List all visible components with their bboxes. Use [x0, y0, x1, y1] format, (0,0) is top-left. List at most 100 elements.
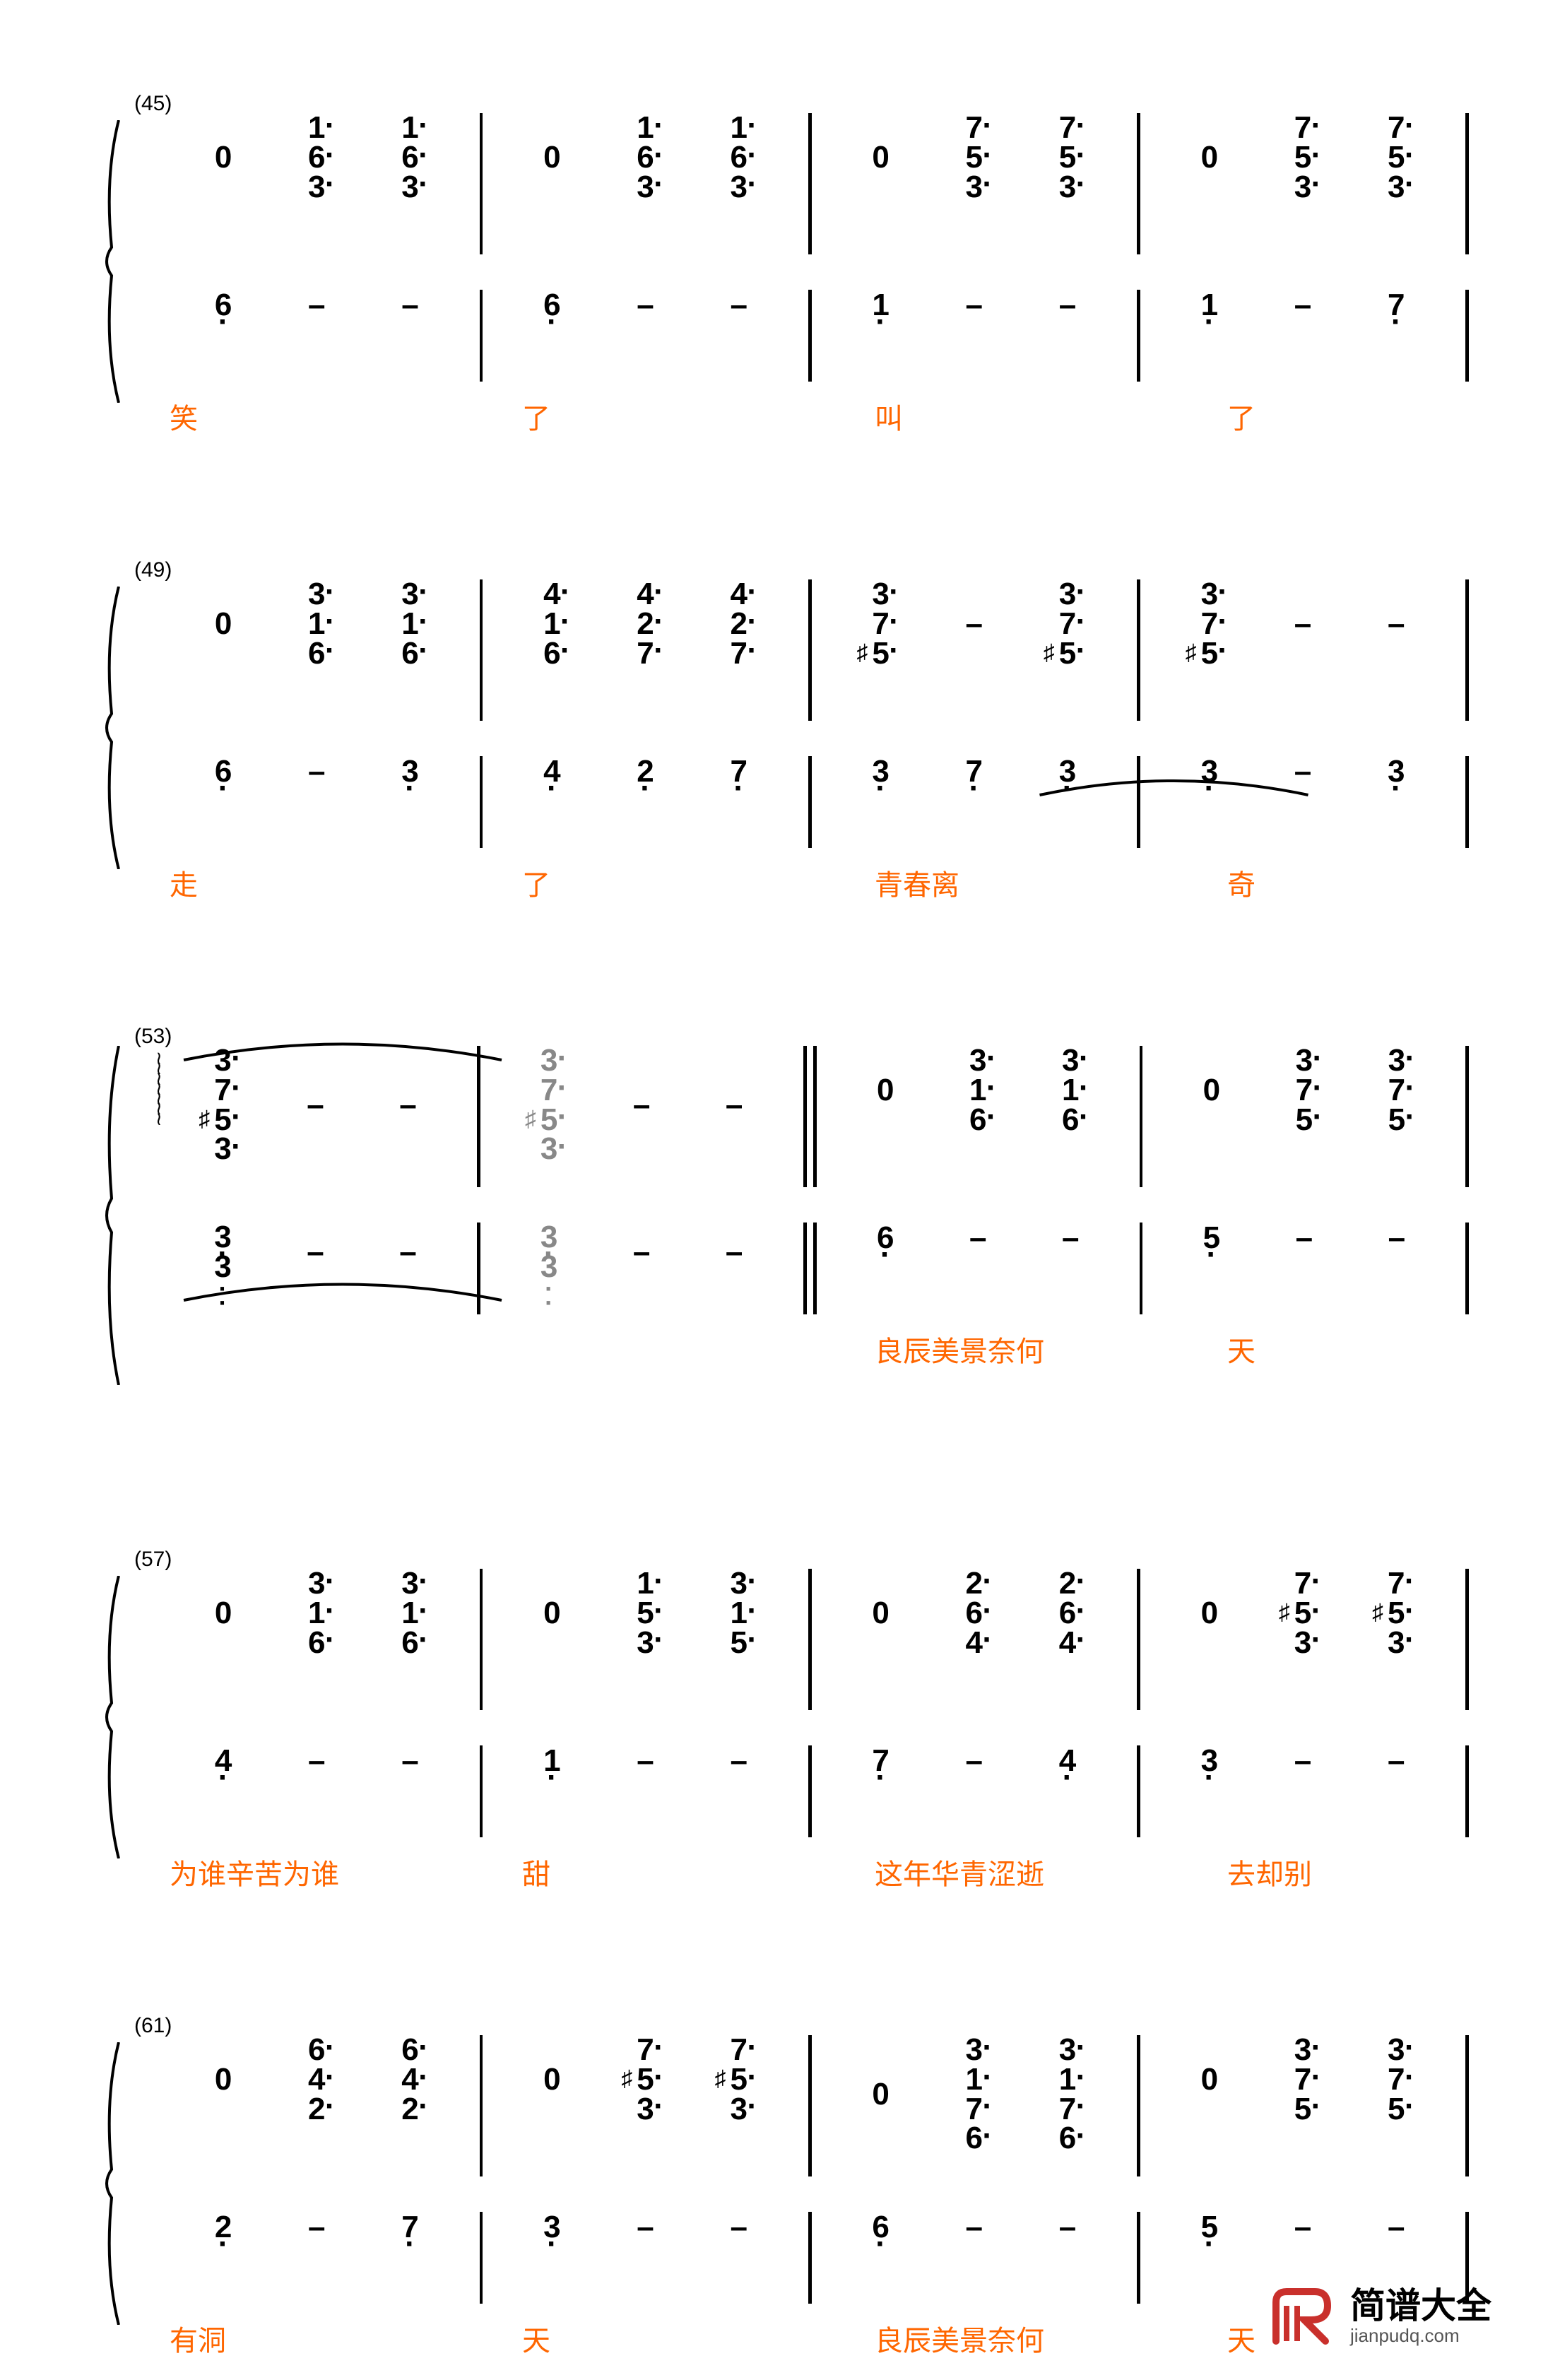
- note: 7·: [872, 609, 889, 639]
- rest-dash: –: [295, 756, 338, 787]
- bass-note: 5: [1190, 1223, 1233, 1254]
- system-57: (57)03·1·6·3·1·6·01·5·3·3·1·5·02·6·4·2·6…: [71, 1569, 1477, 1908]
- note: 6·: [966, 2123, 983, 2153]
- rest-zero: 0: [202, 608, 244, 640]
- note: 7·: [1388, 113, 1405, 143]
- lyric-text: 为谁辛苦为谁: [170, 1851, 339, 1892]
- note: 7·: [540, 1076, 557, 1105]
- rest-zero: 0: [1188, 142, 1231, 173]
- note: 3·: [731, 2095, 748, 2124]
- measure: 03·1·7·6·3·1·7·6·: [820, 2035, 1129, 2153]
- chord-stack: 3·7·5·3·: [202, 1046, 244, 1164]
- brace-icon: [99, 120, 120, 403]
- note: 1·: [969, 1076, 986, 1105]
- note: 3·: [308, 579, 325, 609]
- note: 7·: [1059, 2095, 1076, 2124]
- note: 3·: [1294, 1628, 1311, 1658]
- bar-number: (53): [134, 1025, 172, 1049]
- note: 3·: [1294, 172, 1311, 202]
- note: 1·: [308, 609, 325, 639]
- bass-note: 4: [531, 756, 573, 787]
- measure: 1–7: [1149, 290, 1458, 321]
- barline: [477, 1046, 480, 1187]
- note: 5·: [1059, 143, 1076, 172]
- note: 1·: [731, 113, 748, 143]
- note: 3·: [214, 1134, 231, 1164]
- note: 4·: [543, 579, 560, 609]
- barline: [1137, 2035, 1140, 2176]
- note: 3·: [872, 579, 889, 609]
- note: 5·: [1388, 1598, 1405, 1628]
- bar-number: (57): [134, 1548, 172, 1572]
- note: 3·: [1059, 172, 1076, 202]
- note: 7·: [966, 113, 983, 143]
- measure: 03·1·6·3·1·6·: [163, 1569, 471, 1657]
- rest-dash: –: [387, 1090, 430, 1121]
- chord-stack: 3·1·7·6·: [1046, 2035, 1089, 2153]
- note: 3·: [540, 1134, 557, 1164]
- lyric-text: 了: [1227, 396, 1255, 437]
- measure: 1––: [820, 290, 1129, 321]
- rest-dash: –: [1282, 608, 1324, 640]
- rest-dash: –: [625, 2212, 667, 2243]
- rest-dash: –: [389, 290, 432, 321]
- note: 7·: [1296, 1076, 1313, 1105]
- note: 5·: [1294, 2095, 1311, 2124]
- barline: [1137, 579, 1140, 721]
- note: 7·: [1294, 2065, 1311, 2095]
- barline: [480, 756, 483, 848]
- rest-dash: –: [713, 1237, 755, 1268]
- bass-note: 1: [1188, 290, 1231, 321]
- barline: [480, 2035, 483, 2176]
- barline: [1137, 1745, 1140, 1837]
- note: 1·: [308, 113, 325, 143]
- chord-stack: 3·1·6·: [1049, 1046, 1092, 1134]
- lyric-text: 这年华青涩逝: [875, 1851, 1044, 1892]
- chord-stack: 7·5·3·: [718, 2035, 760, 2123]
- bass-note: 6: [202, 756, 244, 787]
- barline: [808, 1569, 812, 1710]
- chord-stack: 1·6·3·: [389, 113, 432, 201]
- rest-dash: –: [389, 1745, 432, 1777]
- rest-zero: 0: [1188, 1598, 1231, 1629]
- note: 3·: [401, 172, 418, 202]
- lyric-text: 良辰美景奈何: [875, 2318, 1044, 2359]
- measure: 33––: [489, 1223, 795, 1282]
- barline: [808, 756, 812, 848]
- rest-dash: –: [295, 1745, 338, 1777]
- rest-dash: –: [953, 2212, 995, 2243]
- chord-stack: 3·7·5·: [860, 579, 902, 668]
- note: 7·: [637, 639, 654, 668]
- rest-zero: 0: [202, 142, 244, 173]
- rest-zero: 0: [202, 2064, 244, 2095]
- note: 1·: [401, 1598, 418, 1628]
- bass-note: 7: [953, 756, 995, 787]
- note: 4·: [308, 2065, 325, 2095]
- rest-dash: –: [620, 1237, 663, 1268]
- bass-stack: 33: [202, 1223, 244, 1282]
- rest-dash: –: [1282, 290, 1324, 321]
- double-barline: [803, 1223, 817, 1314]
- lyric-text: 有洞: [170, 2318, 226, 2359]
- barline: [808, 579, 812, 721]
- note: 3·: [540, 1046, 557, 1076]
- note: 2·: [731, 609, 748, 639]
- measure: 3·7·5·––: [1149, 579, 1458, 668]
- barline: [1465, 1569, 1469, 1710]
- note: 3·: [731, 172, 748, 202]
- lyrics-row: 为谁辛苦为谁甜这年华青涩逝去却别: [163, 1851, 1477, 1894]
- note: 5·: [1388, 2095, 1405, 2124]
- note: 1·: [401, 113, 418, 143]
- bass-note: 3: [531, 2212, 573, 2243]
- note: 1·: [1062, 1076, 1079, 1105]
- note: 6·: [1059, 2123, 1076, 2153]
- lyric-text: 去却别: [1227, 1851, 1312, 1892]
- measure: 6––: [491, 290, 800, 321]
- measure: 3–3: [1149, 756, 1458, 787]
- note: 5·: [731, 2065, 748, 2095]
- lyric-text: 天: [522, 2318, 550, 2359]
- rest-zero: 0: [864, 1075, 906, 1106]
- note: 1·: [731, 1598, 748, 1628]
- rest-dash: –: [625, 290, 667, 321]
- rest-zero: 0: [860, 2079, 902, 2110]
